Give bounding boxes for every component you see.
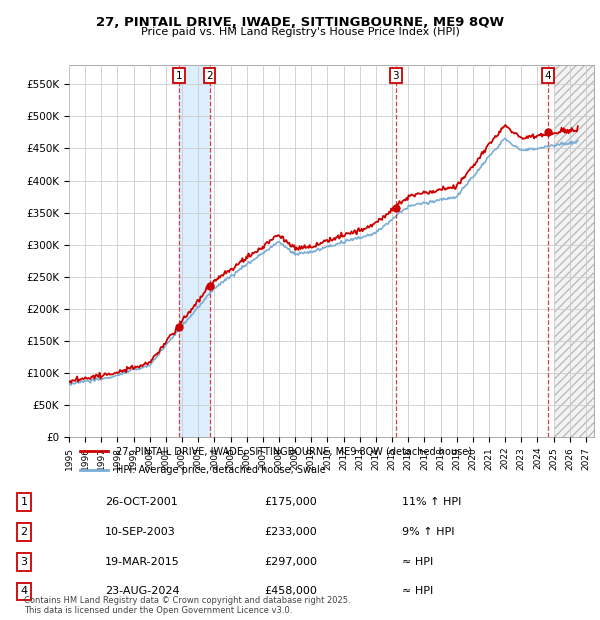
Text: 9% ↑ HPI: 9% ↑ HPI xyxy=(402,527,455,537)
Text: 27, PINTAIL DRIVE, IWADE, SITTINGBOURNE, ME9 8QW: 27, PINTAIL DRIVE, IWADE, SITTINGBOURNE,… xyxy=(96,16,504,29)
Text: 1: 1 xyxy=(20,497,28,507)
Text: 4: 4 xyxy=(545,71,551,81)
Text: 1: 1 xyxy=(176,71,182,81)
Bar xyxy=(554,65,594,437)
Text: £175,000: £175,000 xyxy=(264,497,317,507)
Text: 11% ↑ HPI: 11% ↑ HPI xyxy=(402,497,461,507)
Text: ≈ HPI: ≈ HPI xyxy=(402,587,433,596)
Text: 3: 3 xyxy=(20,557,28,567)
Text: HPI: Average price, detached house, Swale: HPI: Average price, detached house, Swal… xyxy=(116,464,326,475)
Text: Contains HM Land Registry data © Crown copyright and database right 2025.: Contains HM Land Registry data © Crown c… xyxy=(24,596,350,606)
Text: £233,000: £233,000 xyxy=(264,527,317,537)
Text: This data is licensed under the Open Government Licence v3.0.: This data is licensed under the Open Gov… xyxy=(24,606,292,616)
Text: 26-OCT-2001: 26-OCT-2001 xyxy=(105,497,178,507)
Text: 19-MAR-2015: 19-MAR-2015 xyxy=(105,557,180,567)
Text: 2: 2 xyxy=(20,527,28,537)
Text: 27, PINTAIL DRIVE, IWADE, SITTINGBOURNE, ME9 8QW (detached house): 27, PINTAIL DRIVE, IWADE, SITTINGBOURNE,… xyxy=(116,446,472,456)
Bar xyxy=(179,65,209,437)
Text: £297,000: £297,000 xyxy=(264,557,317,567)
Text: 3: 3 xyxy=(392,71,399,81)
Text: ≈ HPI: ≈ HPI xyxy=(402,557,433,567)
Text: £458,000: £458,000 xyxy=(264,587,317,596)
Text: 2: 2 xyxy=(206,71,213,81)
Text: 4: 4 xyxy=(20,587,28,596)
Text: Price paid vs. HM Land Registry's House Price Index (HPI): Price paid vs. HM Land Registry's House … xyxy=(140,27,460,37)
Bar xyxy=(554,65,594,437)
Text: 23-AUG-2024: 23-AUG-2024 xyxy=(105,587,179,596)
Text: 10-SEP-2003: 10-SEP-2003 xyxy=(105,527,176,537)
Bar xyxy=(554,65,594,437)
